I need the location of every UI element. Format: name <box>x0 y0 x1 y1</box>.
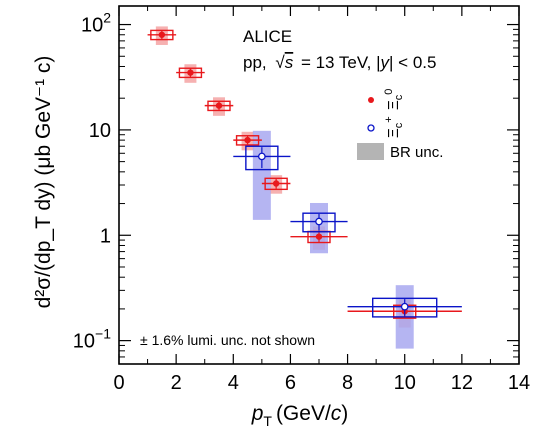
syst-box <box>372 297 438 318</box>
syst-box <box>150 29 174 41</box>
x-tick-label: 10 <box>394 372 416 394</box>
legend-sub-xi-c-zero: c <box>393 94 405 100</box>
legend-label-xi-c-zero: Ξc0 <box>383 89 405 110</box>
y-tick-exponent: 2 <box>103 10 111 26</box>
y-tick-base: 10 <box>81 15 103 37</box>
y-tick-base: 1 <box>100 225 111 247</box>
experiment-label: ALICE <box>243 27 292 46</box>
y-tick-label: 10 <box>89 120 111 142</box>
data-point-xi-c-zero <box>272 180 280 187</box>
data-point-xi-c-zero <box>187 69 194 76</box>
collision-prefix: pp, <box>243 53 267 72</box>
x-tick-label: 12 <box>451 372 473 394</box>
legend-sup-xi-c-plus: + <box>383 116 395 122</box>
syst-box <box>178 67 203 79</box>
y-tick-label: 102 <box>81 10 111 37</box>
data-point-xi-c-zero <box>215 102 223 109</box>
y-tick-base: 10 <box>89 120 111 142</box>
rapidity-text: | < 0.5 <box>389 53 436 72</box>
data-point-xi-c-plus <box>258 152 266 161</box>
data-point-xi-c-plus <box>400 302 409 311</box>
x-axis-sub: T <box>263 413 272 429</box>
x-tick-label: 6 <box>285 372 296 394</box>
s-variable: s <box>285 53 294 72</box>
legend-sup-xi-c-zero: 0 <box>383 89 395 95</box>
sqrt-symbol: √ <box>275 53 285 72</box>
luminosity-note: ± 1.6% lumi. unc. not shown <box>140 332 315 348</box>
data-point-xi-c-plus <box>315 217 323 226</box>
energy-text: = 13 TeV, | <box>301 53 381 72</box>
legend-marker-xi-c-zero <box>368 97 374 103</box>
legend-label-br-unc: BR unc. <box>390 144 443 161</box>
legend-label-xi-c-plus: Ξc+ <box>383 116 405 138</box>
legend-sub-xi-c-plus: c <box>393 122 405 128</box>
x-axis-unit-var: c <box>331 402 342 425</box>
x-tick-label: 0 <box>113 372 124 394</box>
x-tick-label: 8 <box>342 372 353 394</box>
legend: Ξc0 Ξc+ BR unc. <box>357 89 443 161</box>
data-markers <box>147 29 462 319</box>
x-axis-close: ) <box>341 402 348 425</box>
x-tick-label: 14 <box>508 372 530 394</box>
legend-symbol-xi-c-plus: Ξ <box>385 128 402 138</box>
syst-box <box>302 212 336 233</box>
x-tick-label: 2 <box>171 372 182 394</box>
data-point-xi-c-zero <box>244 136 251 144</box>
x-axis-unit: (GeV/ <box>276 402 331 425</box>
data-point-xi-c-zero <box>315 233 323 240</box>
br-band <box>252 130 271 220</box>
syst-box <box>264 177 288 191</box>
y-tick-label: 1 <box>100 225 111 247</box>
syst-box <box>207 100 231 112</box>
y-tick-label: 10−1 <box>73 326 111 353</box>
legend-br-unc-box <box>357 143 384 160</box>
y-tick-base: 10 <box>73 331 95 353</box>
x-tick-label: 4 <box>228 372 239 394</box>
x-axis-title: pT (GeV/c) <box>251 402 349 429</box>
y-axis-title: d²σ/(dp_T dy) (μb GeV⁻¹ c) <box>32 56 55 309</box>
legend-marker-xi-c-plus <box>367 124 375 132</box>
y-tick-exponent: −1 <box>95 326 111 342</box>
x-axis-var: p <box>251 402 264 425</box>
br-uncertainty-bands <box>155 26 414 349</box>
syst-box <box>235 135 260 146</box>
data-point-xi-c-zero <box>158 31 166 38</box>
y-variable: y <box>380 53 391 72</box>
syst-box <box>245 145 279 171</box>
legend-symbol-xi-c-zero: Ξ <box>385 100 402 110</box>
collision-label: pp, √s = 13 TeV, |y| < 0.5 <box>243 53 436 72</box>
